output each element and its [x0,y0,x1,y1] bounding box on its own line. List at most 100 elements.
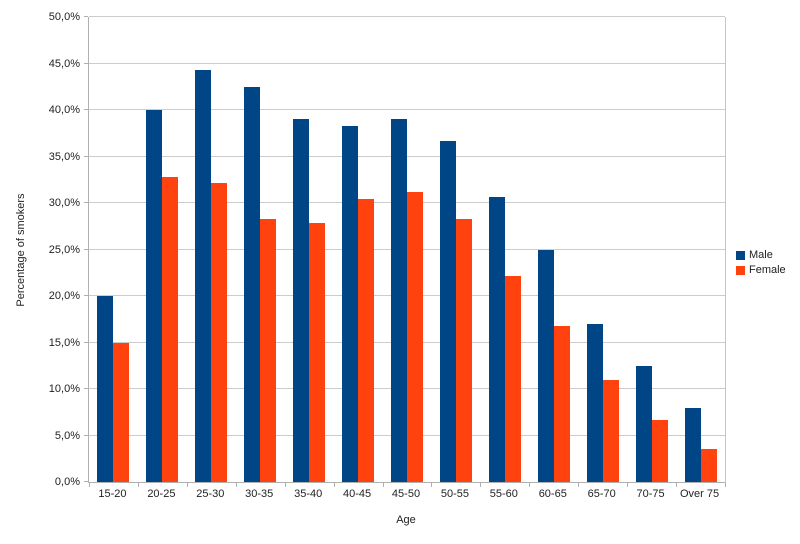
bar-female [700,448,717,482]
bar-female [260,218,277,482]
y-tick-label: 5,0% [54,429,80,442]
bar-group [480,17,529,482]
x-axis-tick [284,483,286,487]
bar-male [244,86,261,482]
bar-group [529,17,578,482]
y-tick-label: 0,0% [54,476,80,488]
y-axis-tick [84,341,88,343]
gridline [89,62,725,64]
bar-male [97,296,114,482]
x-tick-label: 30-35 [245,488,274,500]
bar-female [113,342,130,482]
x-axis-tick-labels: 15-20 20-25 25-30 30-35 35-40 40-45 45-50 50-55… [88,488,724,500]
y-axis-tick [84,434,88,436]
y-tick-label: 10,0% [48,383,80,395]
x-axis-title: Age [396,514,416,526]
bar-female [211,182,228,482]
y-axis-tick [84,62,88,64]
y-tick-label: 15,0% [48,336,80,349]
bar-groups [89,17,725,482]
x-tick-label: 40-45 [343,488,372,500]
bar-male [342,125,359,482]
x-axis-tick [480,483,482,487]
bar-group [431,17,480,482]
x-axis-tick [627,483,629,487]
bar-male [146,110,163,482]
bar-female [406,191,423,482]
legend: Male Female [736,249,786,276]
x-tick-label: 70-75 [636,488,665,500]
bar-female [504,275,521,482]
y-tick-label: 40,0% [48,104,80,116]
bar-female [309,222,326,482]
y-tick-label: 20,0% [48,290,80,302]
y-axis-tick [84,202,88,203]
bar-male [586,323,603,482]
bar-female [358,199,375,482]
y-axis-tick [84,109,88,110]
x-tick-label: 35-40 [294,488,323,500]
bar-male [195,70,212,482]
bar-group [578,17,627,482]
y-axis-tick [84,248,88,250]
x-axis-tick [431,483,433,487]
bar-group [89,17,138,482]
x-tick-label: 60-65 [538,488,567,500]
bar-female [651,419,668,482]
bar-male [537,250,554,482]
bar-male [488,196,505,482]
bar-female [455,218,472,482]
x-tick-label: 15-20 [98,488,127,500]
legend-label-female: Female [749,264,786,276]
gridline [89,109,725,110]
bar-group [138,17,187,482]
bar-female [162,176,179,482]
x-axis-tick [382,483,384,487]
y-axis-tick [84,16,88,17]
bar-male [439,140,456,482]
bar-male [684,407,701,482]
y-tick-label: 50,0% [48,11,80,23]
y-axis-tick [84,155,88,157]
bar-group [627,17,676,482]
legend-item-female: Female [736,264,786,276]
x-tick-label: 65-70 [587,488,616,500]
x-axis-tick [333,483,335,487]
x-axis-tick [529,483,531,487]
x-axis-tick [578,483,580,487]
y-axis-tick [84,388,88,389]
y-tick-label: 35,0% [48,150,80,163]
legend-swatch-female [736,265,745,275]
legend-swatch-male [736,250,745,260]
bar-male [635,365,652,482]
y-tick-label: 25,0% [48,243,80,256]
x-axis-tick [89,483,90,487]
bar-group [285,17,334,482]
y-axis-tick [84,295,88,296]
y-axis-tick [84,481,88,482]
x-axis-tick [137,483,139,487]
x-axis-tick [235,483,237,487]
y-tick-label: 45,0% [48,57,80,70]
bar-group [383,17,432,482]
x-tick-label: 25-30 [196,488,225,500]
bar-group [236,17,285,482]
gridline [89,155,725,157]
bar-group [676,17,725,482]
legend-item-male: Male [736,249,786,261]
bar-female [602,379,619,482]
legend-label-male: Male [749,249,773,261]
bar-male [390,119,407,482]
plot-area [84,16,726,487]
bar-female [553,325,570,482]
x-tick-label: 20-25 [147,488,176,500]
x-axis-tick [676,483,678,487]
bar-group [334,17,383,482]
x-tick-label: 45-50 [391,488,421,500]
y-tick-label: 30,0% [48,197,80,209]
bar-male [293,119,310,482]
x-tick-label: Over 75 [679,488,720,500]
x-tick-label: 55-60 [489,488,518,500]
bar-group [187,17,236,482]
